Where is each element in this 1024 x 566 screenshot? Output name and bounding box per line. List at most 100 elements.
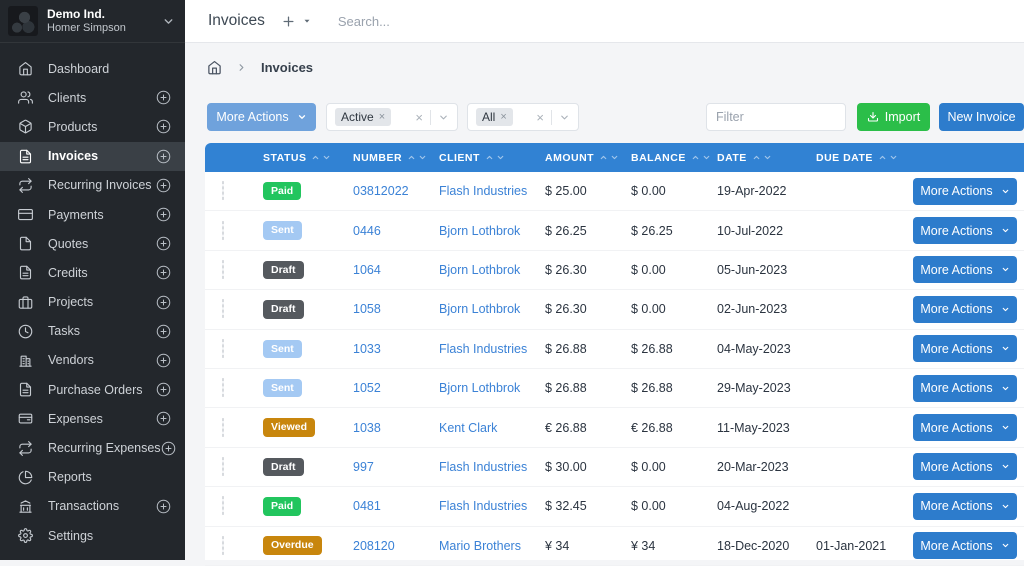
- plus-circle-icon[interactable]: [156, 382, 171, 397]
- column-header-date[interactable]: DATE: [705, 152, 804, 164]
- plus-circle-icon[interactable]: [156, 411, 171, 426]
- sidebar-item-credits[interactable]: Credits: [0, 258, 185, 287]
- new-invoice-button[interactable]: New Invoice: [939, 103, 1024, 131]
- sidebar-item-settings[interactable]: Settings: [0, 521, 185, 550]
- plus-circle-icon[interactable]: [156, 149, 171, 164]
- client-link[interactable]: Flash Industries: [439, 499, 528, 514]
- row-checkbox[interactable]: [222, 299, 224, 319]
- row-checkbox[interactable]: [222, 535, 224, 555]
- row-more-actions-button[interactable]: More Actions: [913, 177, 1017, 205]
- invoice-number-link[interactable]: 208120: [353, 538, 395, 553]
- invoice-number-link[interactable]: 0446: [353, 223, 381, 238]
- sort-icons[interactable]: [599, 153, 619, 162]
- invoice-number-link[interactable]: 1038: [353, 420, 381, 435]
- row-checkbox[interactable]: [222, 496, 224, 516]
- row-more-actions-button[interactable]: More Actions: [913, 453, 1017, 481]
- client-link[interactable]: Bjorn Lothbrok: [439, 381, 521, 396]
- invoice-number-link[interactable]: 1064: [353, 262, 381, 277]
- column-header-balance[interactable]: BALANCE: [619, 152, 710, 164]
- plus-circle-icon[interactable]: [156, 90, 171, 105]
- client-link[interactable]: Kent Clark: [439, 420, 498, 435]
- row-checkbox[interactable]: [222, 378, 224, 398]
- sort-icons[interactable]: [691, 153, 711, 162]
- row-checkbox[interactable]: [222, 456, 224, 476]
- plus-circle-icon[interactable]: [156, 295, 171, 310]
- client-link[interactable]: Flash Industries: [439, 459, 528, 474]
- plus-circle-icon[interactable]: [156, 178, 171, 193]
- chevron-down-icon[interactable]: [559, 112, 570, 123]
- row-more-actions-button[interactable]: More Actions: [913, 492, 1017, 520]
- sidebar-item-dashboard[interactable]: Dashboard: [0, 54, 185, 83]
- client-link[interactable]: Bjorn Lothbrok: [439, 302, 521, 317]
- search-input[interactable]: [337, 13, 558, 29]
- sidebar-item-recurring-invoices[interactable]: Recurring Invoices: [0, 171, 185, 200]
- new-entity-caret[interactable]: [302, 16, 312, 26]
- home-icon[interactable]: [207, 60, 222, 75]
- sort-icons[interactable]: [407, 153, 427, 162]
- invoice-number-link[interactable]: 1033: [353, 341, 381, 356]
- invoice-number-link[interactable]: 1052: [353, 381, 381, 396]
- chip-remove-icon[interactable]: ×: [378, 111, 386, 123]
- column-header-client[interactable]: CLIENT: [427, 152, 533, 164]
- column-header-amount[interactable]: AMOUNT: [533, 152, 619, 164]
- row-more-actions-button[interactable]: More Actions: [913, 295, 1017, 323]
- plus-circle-icon[interactable]: [156, 499, 171, 514]
- sidebar-item-payments[interactable]: Payments: [0, 200, 185, 229]
- new-entity-button[interactable]: [281, 14, 296, 29]
- row-checkbox[interactable]: [222, 220, 224, 240]
- plus-circle-icon[interactable]: [156, 353, 171, 368]
- chevron-down-icon[interactable]: [438, 112, 449, 123]
- sidebar-item-projects[interactable]: Projects: [0, 288, 185, 317]
- sort-icons[interactable]: [878, 153, 898, 162]
- row-checkbox[interactable]: [222, 417, 224, 437]
- more-actions-button[interactable]: More Actions: [207, 103, 316, 131]
- plus-circle-icon[interactable]: [156, 265, 171, 280]
- client-link[interactable]: Bjorn Lothbrok: [439, 262, 521, 277]
- plus-circle-icon[interactable]: [161, 441, 176, 456]
- sidebar-item-transactions[interactable]: Transactions: [0, 492, 185, 521]
- sidebar-item-vendors[interactable]: Vendors: [0, 346, 185, 375]
- column-header-number[interactable]: NUMBER: [341, 152, 427, 164]
- row-checkbox[interactable]: [222, 259, 224, 279]
- chip-remove-icon[interactable]: ×: [500, 111, 507, 123]
- invoice-number-link[interactable]: 0481: [353, 499, 381, 514]
- invoice-number-link[interactable]: 03812022: [353, 184, 409, 199]
- sidebar-item-recurring-expenses[interactable]: Recurring Expenses: [0, 433, 185, 462]
- client-link[interactable]: Flash Industries: [439, 184, 528, 199]
- client-link[interactable]: Bjorn Lothbrok: [439, 223, 521, 238]
- sidebar-item-reports[interactable]: Reports: [0, 463, 185, 492]
- invoice-number-link[interactable]: 1058: [353, 302, 381, 317]
- invoice-number-link[interactable]: 997: [353, 459, 374, 474]
- sort-icons[interactable]: [485, 153, 505, 162]
- company-switcher[interactable]: Demo Ind. Homer Simpson: [0, 0, 185, 43]
- client-link[interactable]: Flash Industries: [439, 341, 528, 356]
- sidebar-item-products[interactable]: Products: [0, 112, 185, 141]
- filter-input[interactable]: [706, 103, 846, 131]
- plus-circle-icon[interactable]: [156, 324, 171, 339]
- sort-icons[interactable]: [752, 153, 772, 162]
- row-more-actions-button[interactable]: More Actions: [913, 335, 1017, 363]
- sidebar-item-quotes[interactable]: Quotes: [0, 229, 185, 258]
- column-header-due-date[interactable]: DUE DATE: [804, 152, 899, 164]
- clear-filter-icon[interactable]: ×: [415, 109, 423, 125]
- status-filter-select[interactable]: Active × ×: [326, 103, 458, 131]
- import-button[interactable]: Import: [857, 103, 930, 131]
- row-checkbox[interactable]: [222, 338, 224, 358]
- row-more-actions-button[interactable]: More Actions: [913, 414, 1017, 442]
- sidebar-item-tasks[interactable]: Tasks: [0, 317, 185, 346]
- row-more-actions-button[interactable]: More Actions: [913, 532, 1017, 560]
- row-checkbox[interactable]: [222, 181, 224, 201]
- sidebar-item-invoices[interactable]: Invoices: [0, 141, 185, 171]
- sidebar-item-clients[interactable]: Clients: [0, 83, 185, 112]
- row-more-actions-button[interactable]: More Actions: [913, 374, 1017, 402]
- sidebar-item-expenses[interactable]: Expenses: [0, 404, 185, 433]
- row-more-actions-button[interactable]: More Actions: [913, 217, 1017, 245]
- client-link[interactable]: Mario Brothers: [439, 538, 521, 553]
- plus-circle-icon[interactable]: [156, 207, 171, 222]
- row-more-actions-button[interactable]: More Actions: [913, 256, 1017, 284]
- column-header-status[interactable]: STATUS: [251, 152, 341, 164]
- sidebar-item-purchase-orders[interactable]: Purchase Orders: [0, 375, 185, 404]
- plus-circle-icon[interactable]: [156, 236, 171, 251]
- sort-icons[interactable]: [311, 153, 331, 162]
- type-filter-select[interactable]: All × ×: [467, 103, 579, 131]
